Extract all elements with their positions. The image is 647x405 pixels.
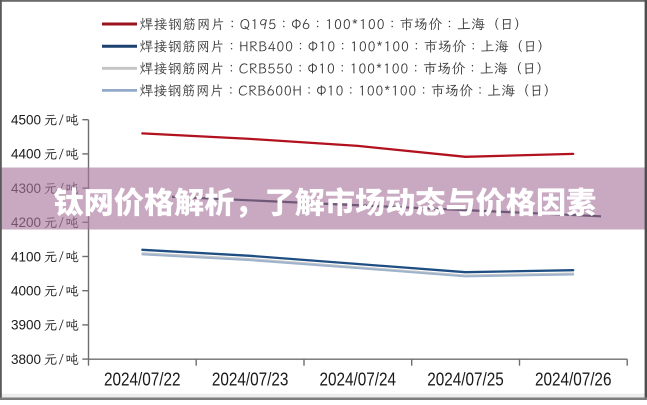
svg-text:2024/07/25: 2024/07/25 (427, 368, 504, 389)
svg-text:2024/07/24: 2024/07/24 (320, 368, 397, 389)
svg-text:2024/07/26: 2024/07/26 (535, 368, 612, 389)
svg-text:4000: 4000 (11, 284, 41, 299)
svg-text:2024/07/23: 2024/07/23 (212, 368, 289, 389)
svg-text:3900: 3900 (11, 318, 41, 333)
svg-text:4400: 4400 (11, 147, 41, 162)
svg-text:2024/07/22: 2024/07/22 (104, 368, 181, 389)
svg-text:3800: 3800 (11, 352, 41, 367)
svg-text:4100: 4100 (11, 249, 41, 264)
svg-text:4500: 4500 (11, 113, 41, 128)
